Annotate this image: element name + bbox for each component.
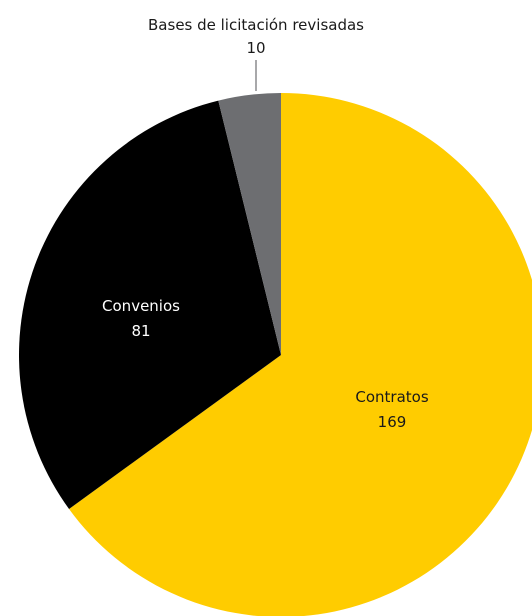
pie-slice-contratos [69,93,532,616]
slice-value-contratos: 169 [378,413,407,431]
slice-label-contratos: Contratos [355,388,428,406]
pie-slices [18,93,532,616]
slice-value-bases: 10 [246,39,265,57]
slice-label-convenios: Convenios [102,297,180,315]
slice-value-convenios: 81 [131,322,150,340]
slice-label-bases: Bases de licitación revisadas [148,16,364,34]
pie-slice-convenios [18,100,281,509]
pie-slice-bases [218,93,281,355]
